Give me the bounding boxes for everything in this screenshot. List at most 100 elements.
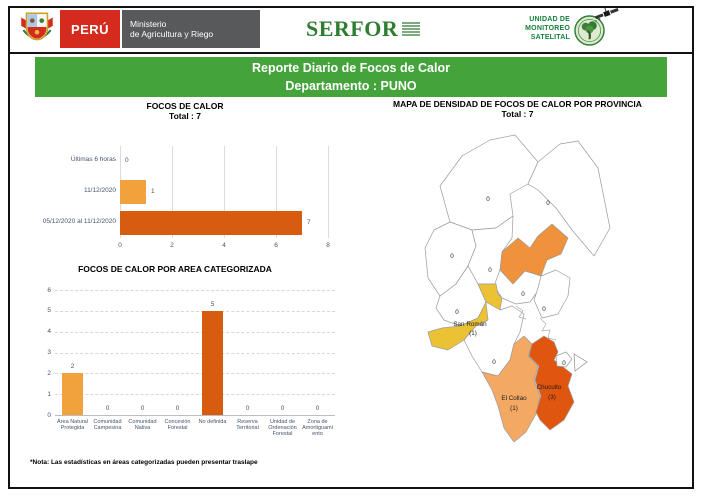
serfor-wordmark: SERFOR: [306, 16, 399, 41]
focos-bar-chart: 0 2 4 6 8 Últimas 6 horas 0 11/12/2020 1 05/12/20…: [43, 146, 330, 249]
map-label: San Román: [453, 321, 487, 328]
category-label: 11/12/2020: [83, 187, 116, 194]
value-label: 0: [280, 405, 285, 412]
value-label: 0: [105, 405, 110, 412]
map-label: 0: [562, 360, 566, 367]
map-label: 0: [486, 196, 490, 203]
map-label: 0: [546, 200, 550, 207]
lake-triangle: [573, 353, 588, 372]
unit-monitoreo-label: UNIDAD DE MONITOREO SATELITAL: [468, 15, 570, 42]
value-label: 2: [70, 363, 75, 371]
map-label: Chucuito: [537, 384, 562, 391]
value-label: 0: [175, 405, 180, 412]
bar: [120, 210, 302, 235]
focos-chart-title: FOCOS DE CALOR Total : 7: [105, 101, 265, 121]
province-moho: [533, 269, 571, 319]
province-san-roman: [427, 283, 503, 351]
map-label: 0: [488, 267, 492, 274]
peru-brand-block: PERÚ: [60, 10, 120, 48]
header-divider: [8, 52, 694, 54]
map-label: (3): [548, 394, 556, 401]
map-label: 0: [450, 253, 454, 260]
serfor-logo: SERFOR: [306, 16, 421, 42]
value-label: 0: [125, 157, 129, 165]
x-tick-label: 0: [118, 242, 122, 249]
y-tick-label: 2: [47, 369, 51, 377]
category-label: Comunidad Nativa: [128, 419, 157, 431]
y-tick-label: 0: [47, 411, 51, 419]
focos-chart-title-text: FOCOS DE CALOR: [146, 101, 224, 111]
map-label: 0: [492, 359, 496, 366]
map-label: El Collao: [501, 395, 527, 402]
tree-logo-icon: [574, 15, 605, 46]
lake-shoreline-2: [515, 305, 527, 320]
density-map: 0 0 0 0 0 0 0 San Román (1) 0 El Collao (1) Chucuito…: [424, 134, 611, 443]
province-yunguyo: [555, 351, 573, 368]
value-label: 0: [315, 405, 320, 412]
map-label: 0: [542, 306, 546, 313]
map-label: (1): [469, 330, 477, 337]
gridline: [55, 331, 335, 333]
bar: [62, 373, 83, 415]
value-label: 7: [307, 218, 311, 226]
y-tick-label: 3: [47, 349, 51, 356]
value-label: 5: [210, 300, 215, 308]
gridline: [328, 146, 329, 238]
gridline: [55, 394, 335, 396]
lake-shoreline: [539, 317, 557, 341]
category-label: No definida: [198, 419, 227, 425]
category-label: 05/12/2020 al 11/12/2020: [42, 217, 116, 225]
map-label: (1): [510, 405, 518, 412]
x-tick-label: 2: [170, 242, 174, 249]
map-title: MAPA DE DENSIDAD DE FOCOS DE CALOR POR P…: [360, 99, 675, 119]
province-sandia: [527, 140, 611, 257]
area-chart-title: FOCOS DE CALOR POR AREA CATEGORIZADA: [40, 264, 310, 274]
ministry-line1: Ministerio: [130, 19, 167, 29]
x-tick-label: 4: [222, 242, 226, 249]
x-tick-label: 8: [326, 242, 330, 249]
peru-coat-of-arms-icon: [21, 12, 53, 41]
unit-line2: MONITOREO: [525, 25, 570, 32]
report-title-line2: Departamento : PUNO: [285, 78, 417, 93]
y-tick-label: 6: [47, 286, 51, 294]
ministry-line2: de Agricultura y Riego: [130, 29, 214, 39]
serfor-descriptor-lines-icon: [402, 21, 421, 38]
report-title-bar: Reporte Diario de Focos de Calor Departa…: [35, 57, 667, 97]
map-label: 0: [521, 291, 525, 298]
province-chucuito: [528, 335, 575, 431]
gridline: [276, 146, 277, 238]
footer-note: *Nota: Las estadísticas en áreas categor…: [30, 459, 258, 466]
gridline: [224, 146, 225, 238]
gridline: [55, 373, 335, 375]
gridline: [172, 146, 173, 238]
province-carabaya: [439, 134, 539, 231]
report-title-line1: Reporte Diario de Focos de Calor: [252, 61, 450, 75]
y-tick-label: 1: [47, 390, 51, 398]
focos-chart-total: Total : 7: [169, 111, 201, 121]
ministry-block: Ministerio de Agricultura y Riego: [122, 10, 260, 48]
province-huancane: [493, 269, 542, 305]
category-label: Reserva Territorial: [236, 419, 259, 431]
value-label: 0: [140, 405, 145, 412]
page-border: [8, 6, 694, 489]
unit-line3: SATELITAL: [530, 34, 570, 41]
x-axis: [55, 415, 335, 416]
category-label: Comunidad Campesina: [93, 419, 122, 431]
bar: [202, 310, 223, 415]
gridline: [55, 352, 335, 354]
y-tick-label: 5: [47, 307, 51, 315]
satellite-icon: [595, 7, 619, 22]
category-label: Concesión Forestal: [164, 419, 191, 431]
country-label: PERÚ: [70, 21, 110, 37]
category-label: Área Natural Protegida: [57, 419, 88, 431]
map-label: 0: [455, 309, 459, 316]
y-tick-label: 4: [47, 328, 51, 336]
province-el-collao: [481, 335, 541, 443]
x-tick-label: 6: [274, 242, 278, 249]
area-bar-chart: 0 1 2 3 4 5 6 2 Área Natural Protegida 0 Comunidad…: [47, 287, 335, 437]
unit-line1: UNIDAD DE: [529, 16, 570, 23]
map-title-text: MAPA DE DENSIDAD DE FOCOS DE CALOR POR P…: [393, 99, 642, 109]
gridline: [55, 290, 335, 291]
category-label: Unidad de Ordenación Forestal: [268, 419, 297, 437]
